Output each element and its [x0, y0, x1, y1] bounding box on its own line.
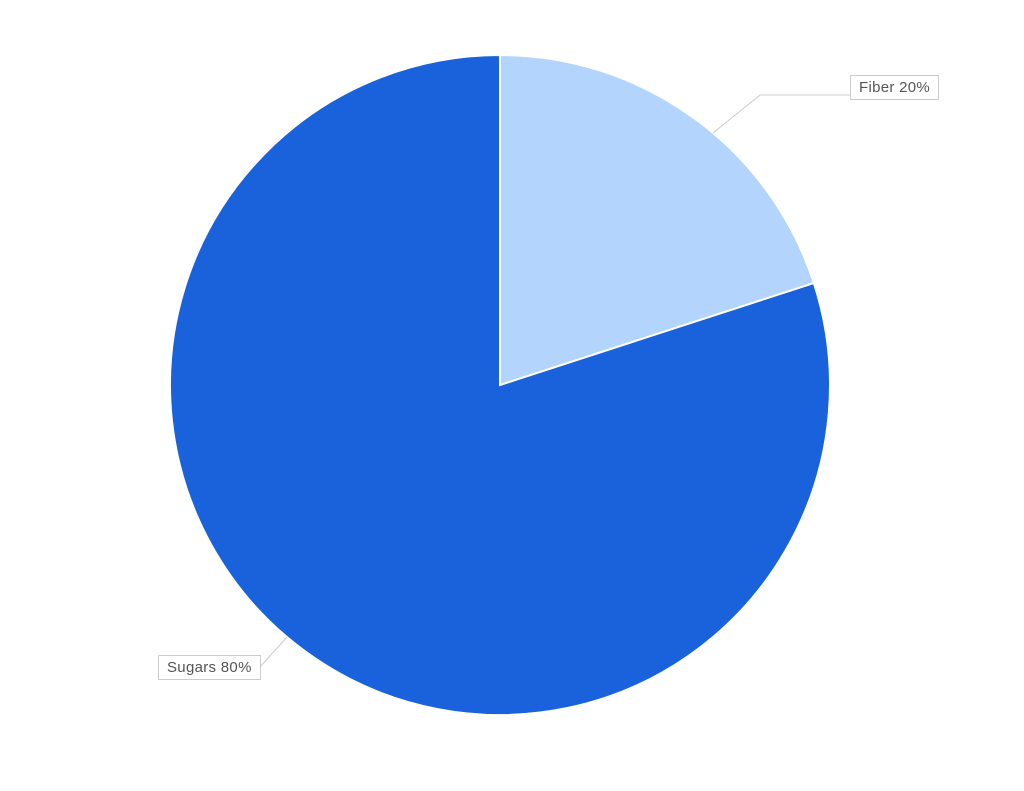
slice-label-fiber: Fiber 20% [850, 75, 939, 100]
pie-chart: Fiber 20% Sugars 80% [0, 0, 1024, 791]
slice-label-sugars: Sugars 80% [158, 655, 261, 680]
pie-svg [0, 0, 1024, 791]
